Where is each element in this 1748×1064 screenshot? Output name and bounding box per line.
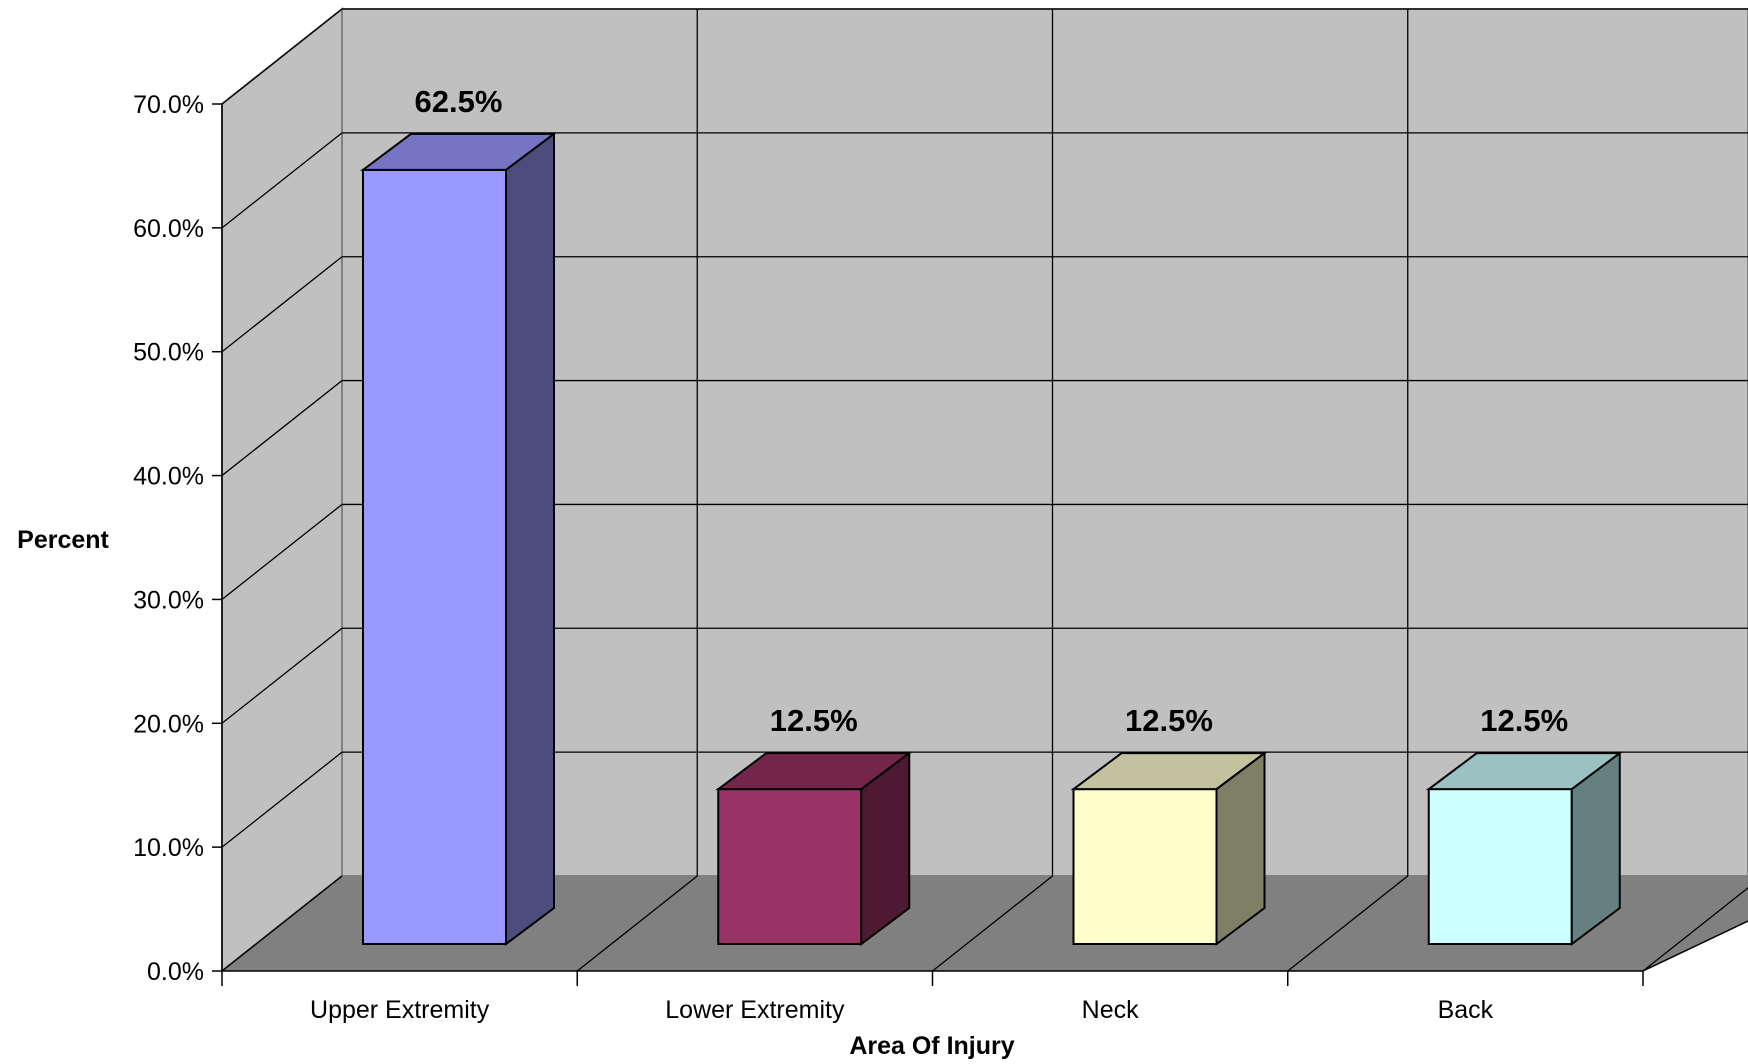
x-axis-depth-line bbox=[1642, 920, 1748, 972]
y-tick-label: 0.0% bbox=[147, 958, 204, 986]
floor-divider bbox=[932, 875, 1053, 972]
bar bbox=[1070, 751, 1268, 946]
y-tick-label: 70.0% bbox=[133, 91, 204, 119]
gridline-diagonal bbox=[221, 256, 343, 353]
bar-front bbox=[1427, 788, 1573, 945]
y-tick-label: 50.0% bbox=[133, 339, 204, 367]
bar bbox=[715, 751, 913, 946]
bar-front bbox=[717, 788, 863, 945]
bar bbox=[1425, 751, 1623, 946]
y-tick-label: 30.0% bbox=[133, 586, 204, 614]
bar-front bbox=[362, 168, 507, 945]
data-label: 12.5% bbox=[770, 703, 858, 738]
floor-divider bbox=[221, 875, 343, 972]
gridline-diagonal bbox=[221, 503, 343, 600]
chart-floor bbox=[222, 876, 1748, 971]
chart-gridlines bbox=[221, 8, 1748, 972]
chart-labels: 0.0% 10.0% 20.0% 30.0% 40.0% 50.0% 60.0% 70.0% 6… bbox=[133, 84, 1568, 1024]
floor-divider bbox=[576, 875, 698, 972]
chart-bars bbox=[360, 131, 1623, 946]
y-tick-label: 40.0% bbox=[133, 463, 204, 491]
y-axis-title: Percent bbox=[17, 526, 109, 554]
bar-side bbox=[1215, 751, 1266, 946]
bar bbox=[360, 131, 557, 946]
chart-axes bbox=[212, 103, 1748, 986]
data-label: 12.5% bbox=[1125, 703, 1213, 738]
x-tick-label: Lower Extremity bbox=[665, 996, 845, 1024]
gridline-diagonal bbox=[221, 751, 343, 848]
y-tick-label: 60.0% bbox=[133, 215, 204, 243]
bar-front bbox=[1072, 788, 1218, 945]
floor-divider bbox=[1287, 875, 1409, 972]
floor-divider bbox=[1642, 887, 1748, 972]
gridline-diagonal bbox=[221, 627, 343, 724]
side-wall bbox=[221, 6, 343, 974]
data-label: 62.5% bbox=[415, 84, 503, 119]
y-tick-label: 10.0% bbox=[133, 834, 204, 862]
gridline-diagonal bbox=[221, 380, 343, 477]
x-tick-label: Upper Extremity bbox=[310, 996, 490, 1024]
x-tick-label: Neck bbox=[1082, 996, 1139, 1024]
bar-side bbox=[860, 751, 911, 946]
bar-side bbox=[1570, 751, 1621, 946]
gridline-diagonal bbox=[221, 132, 343, 229]
x-axis-title: Area Of Injury bbox=[849, 1032, 1014, 1060]
x-tick-label: Back bbox=[1438, 996, 1494, 1024]
gridline-diagonal bbox=[221, 8, 343, 105]
y-tick-label: 20.0% bbox=[133, 710, 204, 738]
chart-walls bbox=[221, 6, 1748, 974]
data-label: 12.5% bbox=[1480, 703, 1568, 738]
bar-side bbox=[505, 131, 555, 946]
